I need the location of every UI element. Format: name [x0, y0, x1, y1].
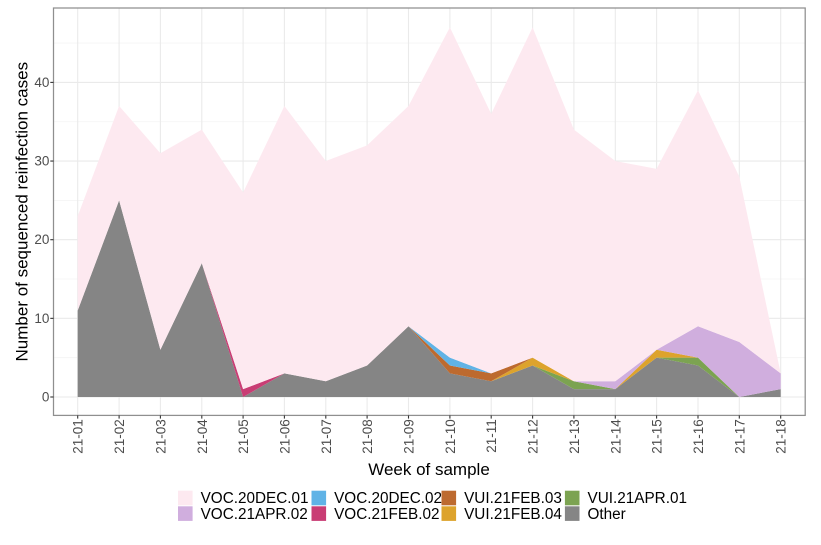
svg-text:Number of sequenced reinfectio: Number of sequenced reinfection cases [12, 62, 31, 362]
svg-text:21-07: 21-07 [319, 419, 334, 454]
svg-text:VOC.20DEC.02: VOC.20DEC.02 [334, 490, 442, 507]
svg-text:21-02: 21-02 [112, 419, 127, 454]
svg-text:Week of sample: Week of sample [368, 460, 490, 479]
svg-text:VOC.21FEB.02: VOC.21FEB.02 [334, 506, 439, 523]
svg-text:21-08: 21-08 [360, 419, 375, 454]
svg-text:21-14: 21-14 [608, 419, 623, 454]
svg-text:21-01: 21-01 [71, 419, 86, 454]
svg-text:21-17: 21-17 [732, 419, 747, 454]
svg-text:21-09: 21-09 [402, 419, 417, 454]
svg-text:40: 40 [34, 75, 49, 90]
svg-text:Other: Other [588, 506, 626, 523]
svg-text:21-16: 21-16 [691, 419, 706, 454]
svg-text:21-11: 21-11 [484, 419, 499, 453]
svg-text:21-05: 21-05 [236, 419, 251, 454]
svg-text:21-06: 21-06 [277, 419, 292, 454]
svg-text:21-03: 21-03 [153, 419, 168, 454]
svg-text:30: 30 [34, 154, 49, 169]
svg-text:10: 10 [34, 311, 49, 326]
svg-text:0: 0 [42, 390, 50, 405]
svg-text:VUI.21APR.01: VUI.21APR.01 [588, 490, 687, 507]
svg-text:21-10: 21-10 [443, 419, 458, 454]
svg-text:20: 20 [34, 232, 49, 247]
svg-text:21-18: 21-18 [774, 419, 789, 454]
svg-text:VUI.21FEB.03: VUI.21FEB.03 [464, 490, 562, 507]
svg-text:21-04: 21-04 [195, 419, 210, 454]
svg-text:21-15: 21-15 [650, 419, 665, 454]
svg-text:VUI.21FEB.04: VUI.21FEB.04 [464, 506, 562, 523]
svg-text:VOC.21APR.02: VOC.21APR.02 [201, 506, 308, 523]
svg-text:21-12: 21-12 [526, 419, 541, 454]
svg-text:21-13: 21-13 [567, 419, 582, 454]
svg-text:VOC.20DEC.01: VOC.20DEC.01 [201, 490, 309, 507]
